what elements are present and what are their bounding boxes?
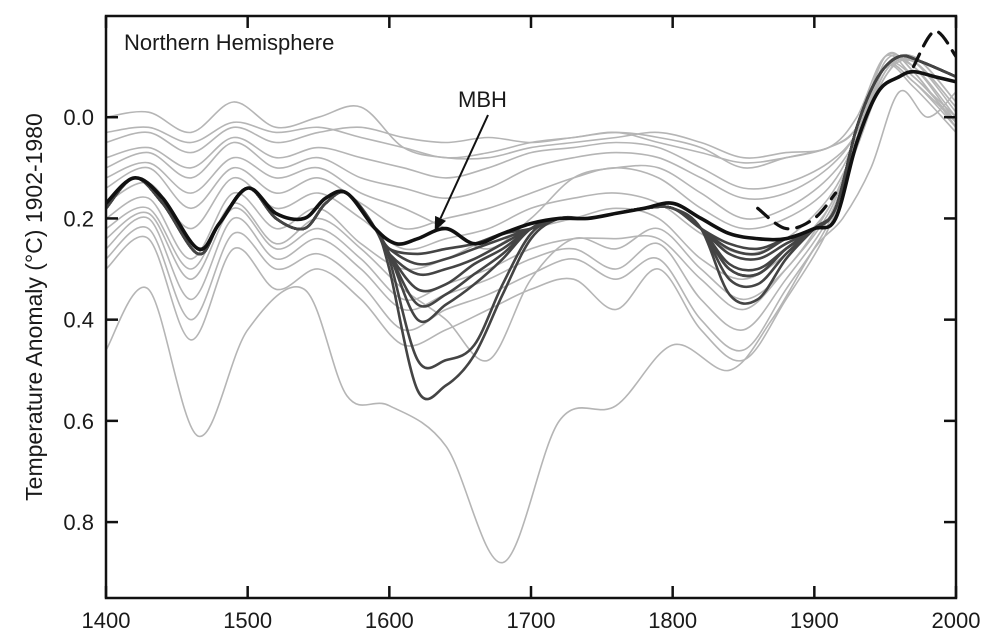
- gray-series-line-11: [106, 89, 956, 564]
- gray-series-line-14: [106, 63, 956, 200]
- y-tick-label-0.4: 0.4: [63, 308, 94, 333]
- series-layer: [106, 29, 956, 564]
- plot-frame: [104, 14, 958, 600]
- mbh-label: MBH: [458, 87, 507, 112]
- mbh-arrow-line: [439, 114, 489, 219]
- y-tick-label-0.8: 0.8: [63, 510, 94, 535]
- chart-title: Northern Hemisphere: [124, 30, 334, 55]
- dashed-series-line-2: [911, 29, 956, 69]
- x-tick-label-1400: 1400: [82, 608, 131, 633]
- mbh-series-line-0: [106, 69, 956, 252]
- x-tick-label-1900: 1900: [790, 608, 839, 633]
- y-tick-label-0.6: 0.6: [63, 409, 94, 434]
- gray-series-line-20: [106, 61, 956, 250]
- mbh-arrow-head: [434, 215, 446, 232]
- gray-series-line-24: [106, 52, 956, 169]
- y-tick-label-0.2: 0.2: [63, 206, 94, 231]
- y-axis-label: Temperature Anomaly (°C) 1902-1980: [21, 113, 47, 501]
- annotation-layer: MBH: [434, 87, 507, 232]
- dark-series-line-6: [106, 54, 956, 308]
- dashed-series-line-1: [756, 191, 838, 231]
- x-tick-label-1700: 1700: [507, 608, 556, 633]
- x-tick-label-1800: 1800: [648, 608, 697, 633]
- dark-series-line-8: [106, 54, 956, 277]
- x-tick-label-1500: 1500: [223, 608, 272, 633]
- dark-series-line-7: [106, 54, 956, 293]
- gray-series-line-16: [106, 57, 956, 281]
- gray-series-line-12: [106, 54, 956, 160]
- gray-series-line-25: [106, 57, 956, 311]
- x-tick-label-2000: 2000: [932, 608, 981, 633]
- gray-series-line-19: [106, 63, 956, 190]
- x-tick-label-1600: 1600: [365, 608, 414, 633]
- y-tick-label-0: 0.0: [63, 105, 94, 130]
- ticks-layer: 1400 1500 1600 1700 1800 1900 2000 0.0 0.2 0.4 0.6…: [63, 16, 980, 633]
